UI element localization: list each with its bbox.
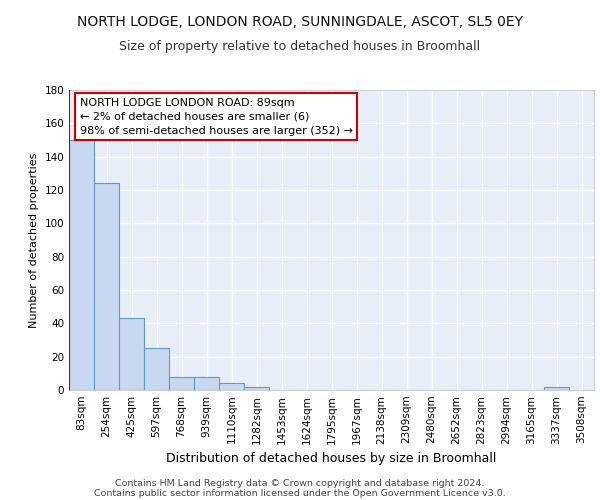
Bar bbox=[194, 376, 219, 390]
Bar bbox=[94, 184, 119, 390]
Text: Size of property relative to detached houses in Broomhall: Size of property relative to detached ho… bbox=[119, 40, 481, 53]
Text: NORTH LODGE, LONDON ROAD, SUNNINGDALE, ASCOT, SL5 0EY: NORTH LODGE, LONDON ROAD, SUNNINGDALE, A… bbox=[77, 15, 523, 29]
X-axis label: Distribution of detached houses by size in Broomhall: Distribution of detached houses by size … bbox=[166, 452, 497, 465]
Bar bbox=[544, 386, 569, 390]
Bar bbox=[169, 376, 194, 390]
Text: Contains public sector information licensed under the Open Government Licence v3: Contains public sector information licen… bbox=[94, 488, 506, 498]
Bar bbox=[219, 384, 244, 390]
Bar bbox=[144, 348, 169, 390]
Bar bbox=[244, 386, 269, 390]
Text: NORTH LODGE LONDON ROAD: 89sqm
← 2% of detached houses are smaller (6)
98% of se: NORTH LODGE LONDON ROAD: 89sqm ← 2% of d… bbox=[79, 98, 353, 136]
Y-axis label: Number of detached properties: Number of detached properties bbox=[29, 152, 39, 328]
Bar bbox=[69, 140, 94, 390]
Text: Contains HM Land Registry data © Crown copyright and database right 2024.: Contains HM Land Registry data © Crown c… bbox=[115, 478, 485, 488]
Bar bbox=[119, 318, 144, 390]
